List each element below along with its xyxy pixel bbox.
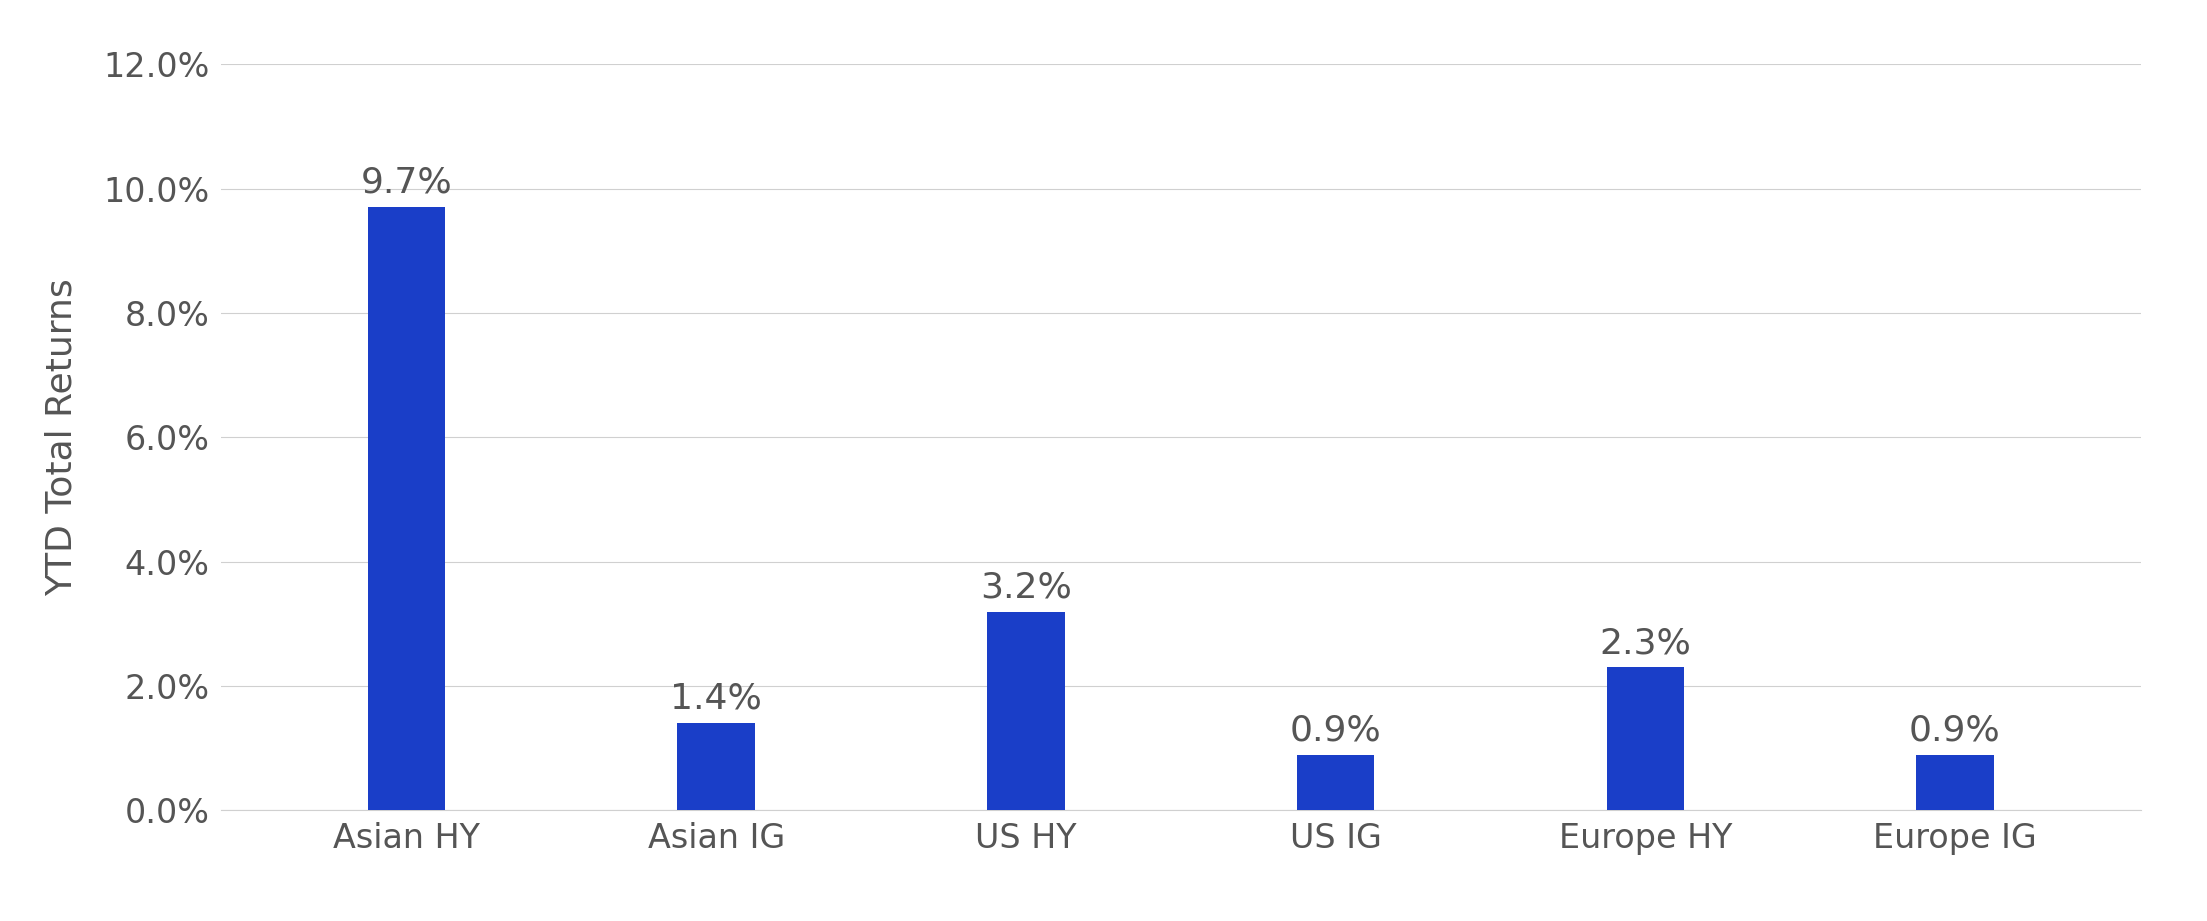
Text: 0.9%: 0.9% [1289,713,1382,747]
Text: 1.4%: 1.4% [671,682,761,716]
Text: 0.9%: 0.9% [1909,713,2002,747]
Text: 3.2%: 3.2% [980,570,1073,604]
Bar [1298,754,1375,810]
Text: 9.7%: 9.7% [360,166,452,200]
Bar [678,724,755,810]
Bar [987,612,1064,810]
Y-axis label: YTD Total Returns: YTD Total Returns [44,278,77,597]
Bar [1607,668,1684,810]
Text: 2.3%: 2.3% [1600,626,1691,660]
Bar [1916,754,1993,810]
Bar [369,207,446,810]
